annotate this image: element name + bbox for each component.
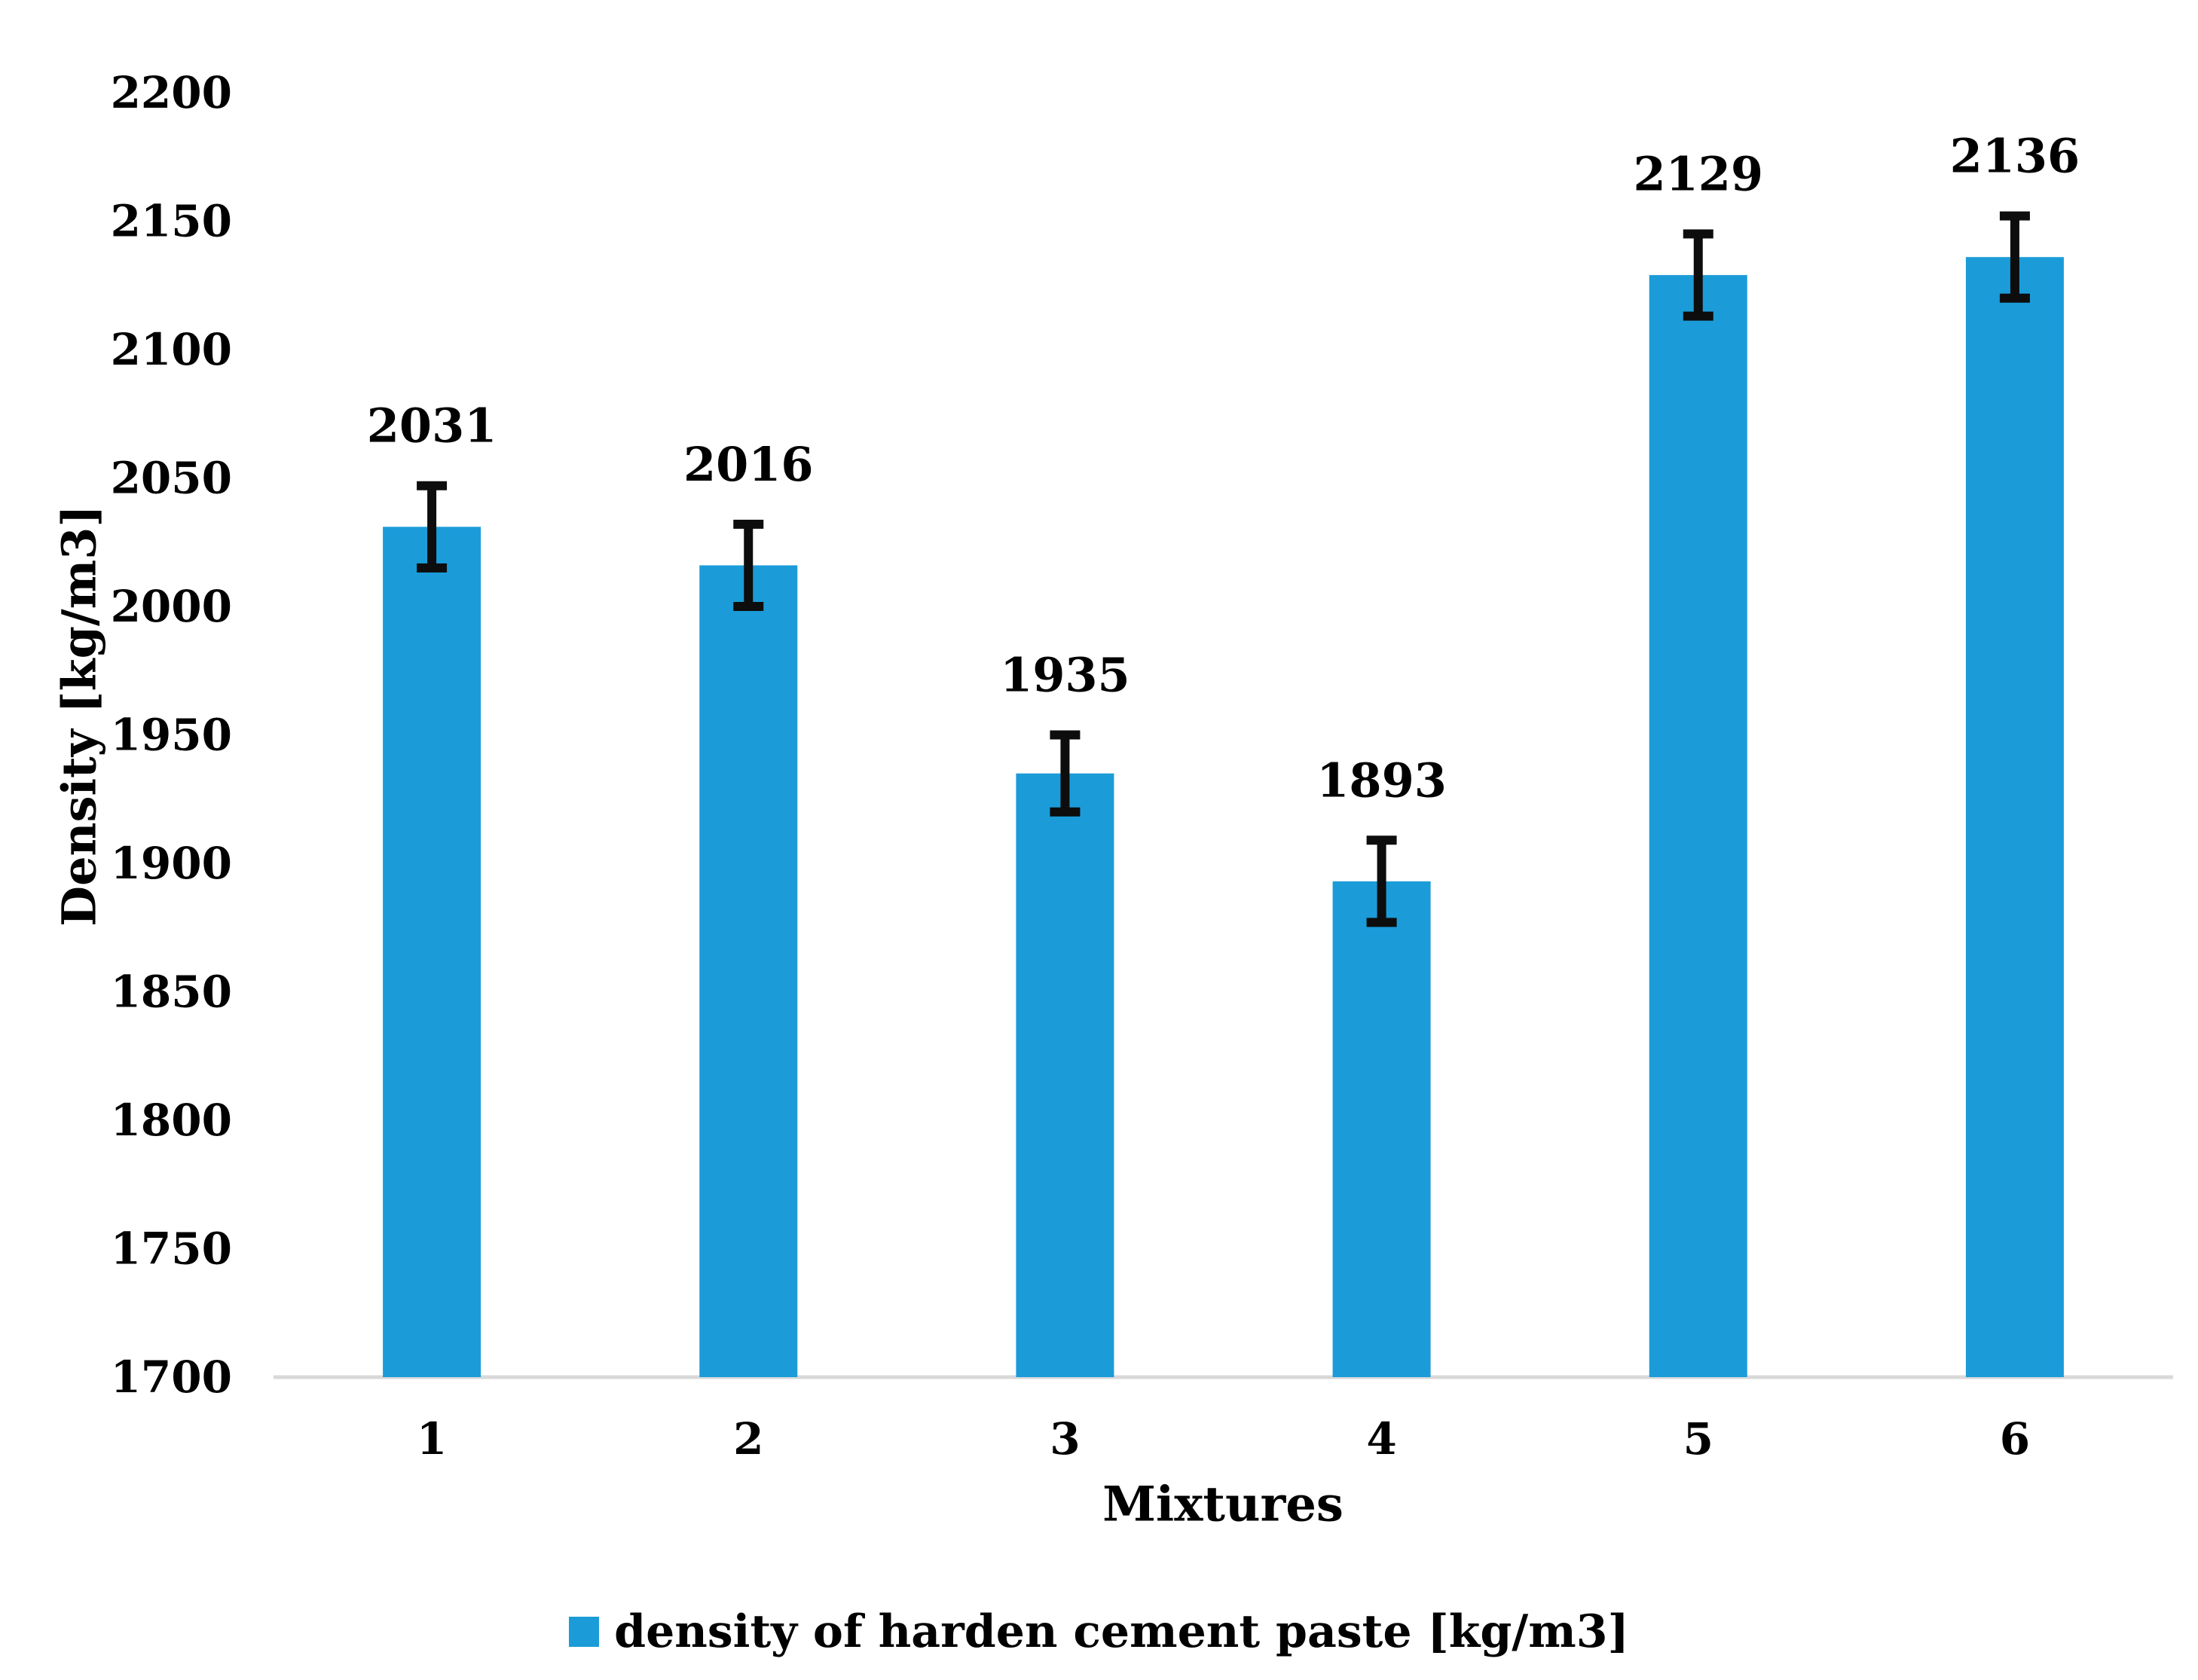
y-tick-label: 2100 [111,324,232,375]
legend-marker-square [569,1617,600,1647]
data-label: 2016 [683,437,814,492]
x-category-label: 4 [1366,1413,1396,1465]
bar [1016,773,1114,1377]
data-label: 1935 [1000,648,1130,703]
bar [1649,275,1747,1377]
x-category-label: 1 [417,1413,447,1465]
bar [699,565,798,1378]
data-label: 2129 [1633,147,1763,202]
bar [383,527,481,1377]
y-tick-label: 2050 [111,453,232,504]
legend: density of harden cement paste [kg/m3] [0,1605,2198,1658]
x-category-label: 2 [733,1413,763,1465]
y-tick-label: 1950 [111,710,232,761]
y-tick-label: 1750 [111,1223,232,1275]
bar [1965,257,2064,1377]
y-tick-label: 2150 [111,196,232,247]
y-tick-label: 2000 [111,581,232,632]
y-tick-label: 1900 [111,838,232,889]
data-label: 2136 [1950,129,2080,184]
data-label: 1893 [1316,753,1447,808]
y-tick-label: 2200 [111,67,232,118]
x-category-label: 6 [2000,1413,2030,1465]
x-axis-title: Mixtures [1102,1476,1344,1533]
x-category-label: 3 [1050,1413,1080,1465]
y-tick-label: 1700 [111,1352,232,1403]
y-axis-title: Density [kg/m3] [51,505,107,927]
x-category-label: 5 [1683,1413,1713,1465]
y-tick-label: 1850 [111,967,232,1018]
legend-label: density of harden cement paste [kg/m3] [614,1605,1629,1658]
bar [1332,881,1431,1377]
data-label: 2031 [367,399,497,454]
y-tick-label: 1800 [111,1095,232,1146]
